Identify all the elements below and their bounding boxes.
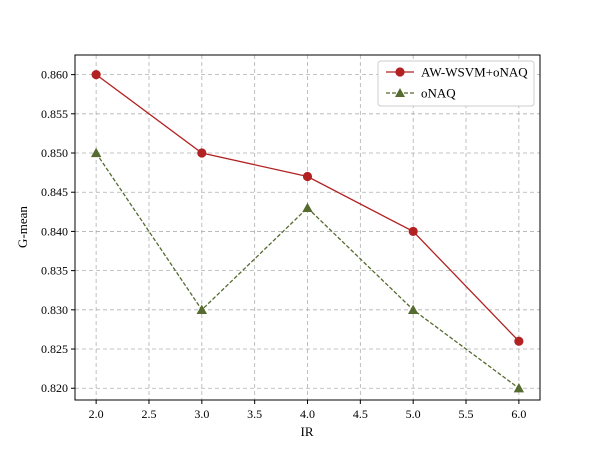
x-axis-label: IR — [301, 424, 314, 439]
legend-marker-circle-icon — [395, 67, 405, 77]
legend-label-onaq: oNAQ — [421, 86, 456, 101]
y-tick-label: 0.835 — [41, 264, 68, 278]
axis-ticks: 2.0 2.5 3.0 3.5 4.0 4.5 5.0 5.5 6.0 0.820 0.825 0.8… — [41, 68, 526, 421]
y-tick-label: 0.855 — [41, 107, 68, 121]
plot-frame — [74, 54, 541, 401]
legend-marker-triangle-icon — [395, 88, 405, 97]
x-tick-label: 2.0 — [89, 407, 104, 421]
y-tick-label: 0.840 — [41, 224, 68, 238]
series-layer — [90, 70, 525, 393]
legend: AW-WSVM+oNAQ oNAQ — [377, 60, 535, 107]
x-tick-label: 3.0 — [194, 407, 209, 421]
data-point-aw-wsvm-onaq — [197, 148, 207, 158]
data-point-aw-wsvm-onaq — [514, 336, 524, 346]
data-point-aw-wsvm-onaq — [302, 171, 313, 182]
x-tick-label: 4.5 — [353, 407, 368, 421]
data-point-onaq — [513, 383, 525, 393]
x-tick-label: 5.0 — [406, 407, 421, 421]
data-point-onaq — [407, 304, 419, 314]
x-tick-label: 6.0 — [511, 407, 526, 421]
legend-box — [377, 60, 535, 107]
x-tick-label: 2.5 — [141, 407, 156, 421]
x-tick-label: 4.0 — [300, 407, 315, 421]
y-tick-label: 0.860 — [41, 68, 68, 82]
data-point-aw-wsvm-onaq — [91, 70, 101, 80]
data-point-aw-wsvm-onaq — [408, 226, 418, 237]
data-point-onaq — [302, 202, 313, 213]
y-tick-label: 0.820 — [41, 381, 68, 395]
x-tick-label: 3.5 — [247, 407, 262, 421]
y-tick-label: 0.830 — [41, 303, 68, 317]
y-tick-label: 0.825 — [41, 342, 68, 356]
data-point-onaq — [196, 304, 208, 314]
y-axis-label: G-mean — [15, 206, 30, 248]
series-line-onaq — [95, 152, 520, 389]
legend-label-aw-wsvm-onaq: AW-WSVM+oNAQ — [421, 65, 528, 80]
grid — [75, 55, 540, 400]
y-tick-label: 0.845 — [41, 185, 68, 199]
data-point-onaq — [90, 147, 102, 158]
y-tick-label: 0.850 — [41, 146, 68, 160]
x-tick-label: 5.5 — [459, 407, 474, 421]
